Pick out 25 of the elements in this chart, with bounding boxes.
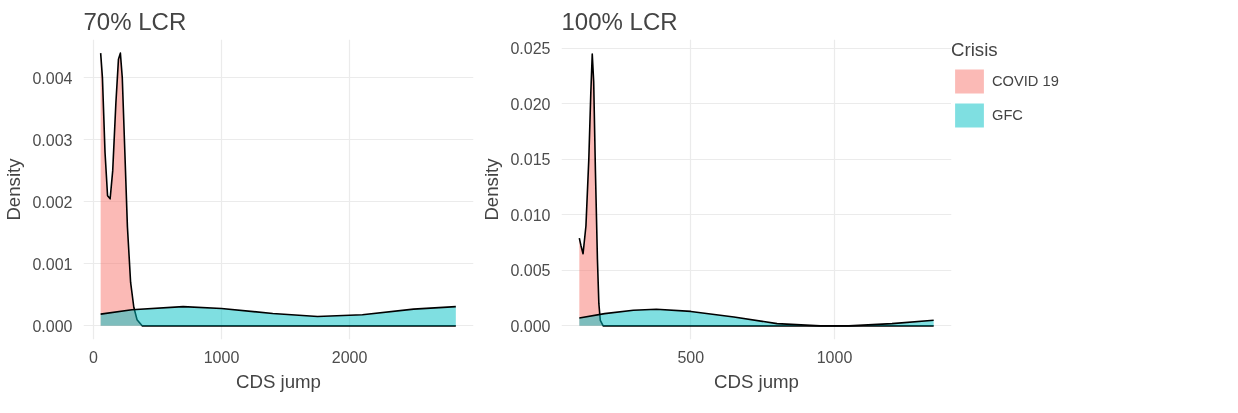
legend-label: GFC [992,107,1023,123]
x-tick-label: 500 [677,348,705,366]
y-tick-label: 0.000 [510,317,551,335]
x-tick-label: 1000 [203,348,240,366]
chart-title: 70% LCR [83,7,187,35]
chart-title: 100% LCR [561,7,678,35]
legend-label: COVID 19 [992,73,1059,89]
y-tick-label: 0.004 [32,69,73,87]
x-tick-label: 1000 [816,348,853,366]
y-tick-label: 0.005 [510,262,551,280]
y-tick-label: 0.020 [510,95,551,113]
x-tick-label: 0 [89,348,99,366]
y-tick-label: 0.015 [510,151,551,169]
y-tick-label: 0.001 [32,255,73,273]
y-axis-title: Density [481,157,503,221]
x-tick-label: 2000 [331,348,368,366]
x-axis-title: CDS jump [714,370,800,392]
y-tick-label: 0.003 [32,131,73,149]
y-tick-label: 0.002 [32,193,73,211]
legend-title: Crisis [951,39,999,61]
y-tick-label: 0.025 [510,40,551,58]
x-axis-title: CDS jump [236,370,322,392]
y-axis-title: Density [3,157,25,221]
y-tick-label: 0.000 [32,317,73,335]
y-tick-label: 0.010 [510,206,551,224]
